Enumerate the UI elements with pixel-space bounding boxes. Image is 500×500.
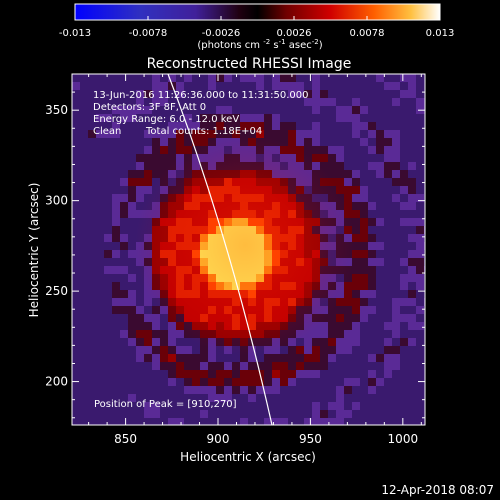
plot-title: Reconstructed RHESSI Image [147,56,352,72]
total-counts-label: Total counts: 1.18E+04 [145,126,262,137]
detectors-label: Detectors: 3F 8F, Att 0 [93,102,206,113]
colorbar-ticks: -0.013 -0.0078 -0.0026 0.0026 0.0078 0.013 [59,16,454,39]
y-axis-title: Heliocentric Y (arcsec) [27,183,41,318]
y-tick-label: 200 [45,375,68,389]
colorbar-tick-label: -0.013 [59,28,91,39]
clean-label: Clean [93,126,121,137]
footer-date: 12-Apr-2018 08:07 [381,483,494,497]
colorbar-tick-label: 0.013 [426,28,455,39]
colorbar-tick-label: 0.0026 [277,28,312,39]
x-axis-title: Heliocentric X (arcsec) [180,450,316,464]
time-range-label: 13-Jun-2016 11:26:36.000 to 11:31:50.000 [93,90,309,101]
colorbar-tick-label: -0.0026 [202,28,241,39]
x-tick-label: 1000 [388,432,419,446]
energy-range-label: Energy Range: 6.0 - 12.0 keV [93,114,239,125]
peak-position-label: Position of Peak = [910,270] [94,399,237,410]
colorbar-tick-label: 0.0078 [350,28,385,39]
rhessi-image [72,74,425,425]
colorbar-tick-label: -0.0078 [129,28,168,39]
plot-frame [71,73,426,426]
axis-ticks: 850 900 950 1000 200 250 300 350 [45,73,425,446]
y-tick-label: 250 [45,284,68,298]
y-tick-label: 350 [45,103,68,117]
x-tick-label: 900 [207,432,230,446]
y-tick-label: 300 [45,194,68,208]
x-tick-label: 850 [114,432,137,446]
colorbar [74,3,441,21]
solar-limb-line [167,74,273,425]
x-tick-label: 950 [299,432,322,446]
colorbar-units: (photons cm -2 s-1 asec-2) [197,38,322,51]
annotations: 13-Jun-2016 11:26:36.000 to 11:31:50.000… [93,90,309,410]
